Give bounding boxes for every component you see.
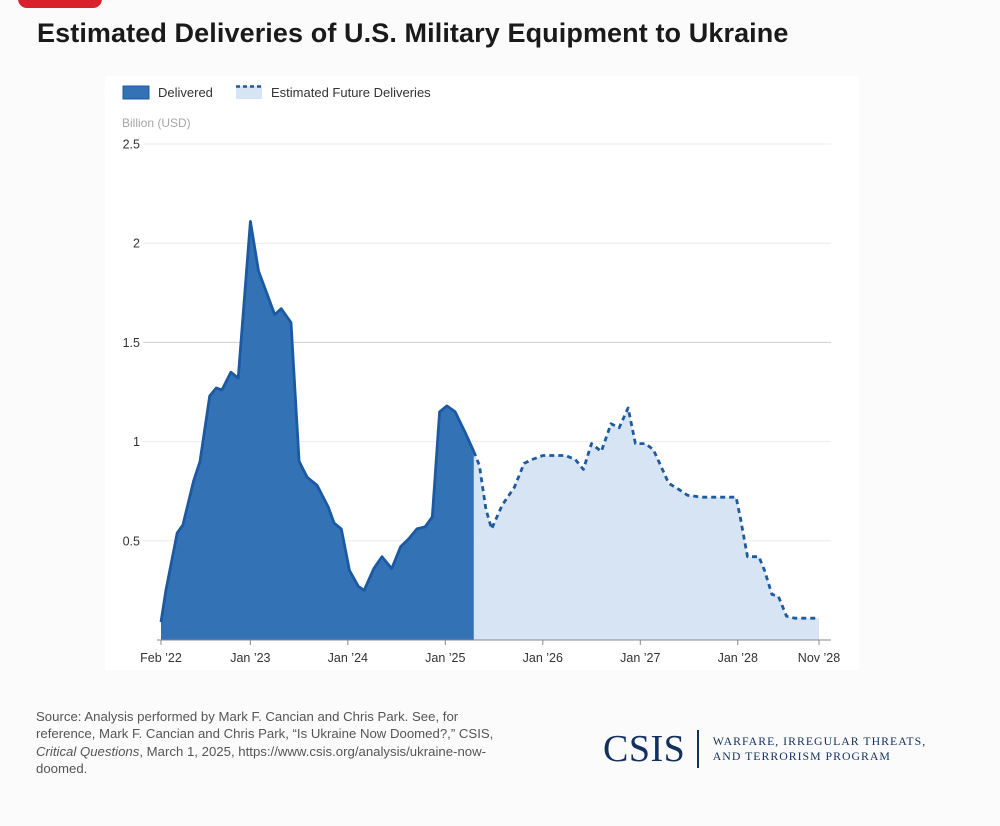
legend: Delivered Estimated Future Deliveries [122, 85, 431, 100]
csis-wordmark: CSIS [603, 728, 686, 770]
y-tick-label: 2.5 [123, 138, 140, 152]
y-tick-label: 0.5 [123, 534, 140, 548]
x-tick-label: Jan ’27 [620, 651, 660, 665]
y-axis-label: Billion (USD) [122, 116, 191, 130]
legend-label-delivered: Delivered [158, 85, 213, 100]
x-tick-label: Feb ’22 [140, 651, 182, 665]
logo-divider [697, 730, 699, 768]
program-name: WARFARE, IRREGULAR THREATS, AND TERRORIS… [712, 734, 927, 763]
legend-label-future: Estimated Future Deliveries [271, 85, 431, 100]
y-tick-label: 1 [133, 435, 140, 449]
future-area [473, 407, 819, 640]
source-text-1: Source: Analysis performed by Mark F. Ca… [36, 709, 494, 742]
delivered-area [161, 221, 474, 640]
y-tick-label: 2 [133, 237, 140, 251]
x-tick-label: Jan ’24 [328, 651, 368, 665]
source-publication: Critical Questions [36, 743, 140, 759]
source-text-2: , March 1, 2025, https://www.csis.org/an… [36, 743, 487, 777]
source-note: Source: Analysis performed by Mark F. Ca… [36, 708, 506, 778]
csis-logo: CSIS WARFARE, IRREGULAR THREATS, AND TER… [603, 728, 926, 770]
x-tick-label: Jan ’26 [523, 651, 563, 665]
chart-panel: Delivered Estimated Future Deliveries Bi… [105, 76, 859, 670]
chart-svg: Delivered Estimated Future Deliveries Bi… [122, 85, 840, 665]
future-line [472, 406, 819, 620]
plot-area [159, 220, 819, 640]
corner-tab [18, 0, 102, 8]
legend-swatch-future [236, 86, 262, 99]
x-tick-label: Jan ’28 [718, 651, 758, 665]
legend-swatch-delivered [122, 85, 150, 100]
x-tick-label: Jan ’25 [425, 651, 465, 665]
y-axis-ticks: 0.5 1 1.5 2 2.5 [123, 138, 140, 549]
chart-title: Estimated Deliveries of U.S. Military Eq… [37, 18, 789, 48]
x-tick-label: Jan ’23 [230, 651, 270, 665]
x-tick-label: Nov ’28 [798, 651, 840, 665]
delivered-line [159, 220, 476, 623]
x-axis-ticks: Feb ’22 Jan ’23 Jan ’24 Jan ’25 Jan ’26 Jan ’… [140, 639, 840, 665]
y-tick-label: 1.5 [123, 336, 140, 350]
